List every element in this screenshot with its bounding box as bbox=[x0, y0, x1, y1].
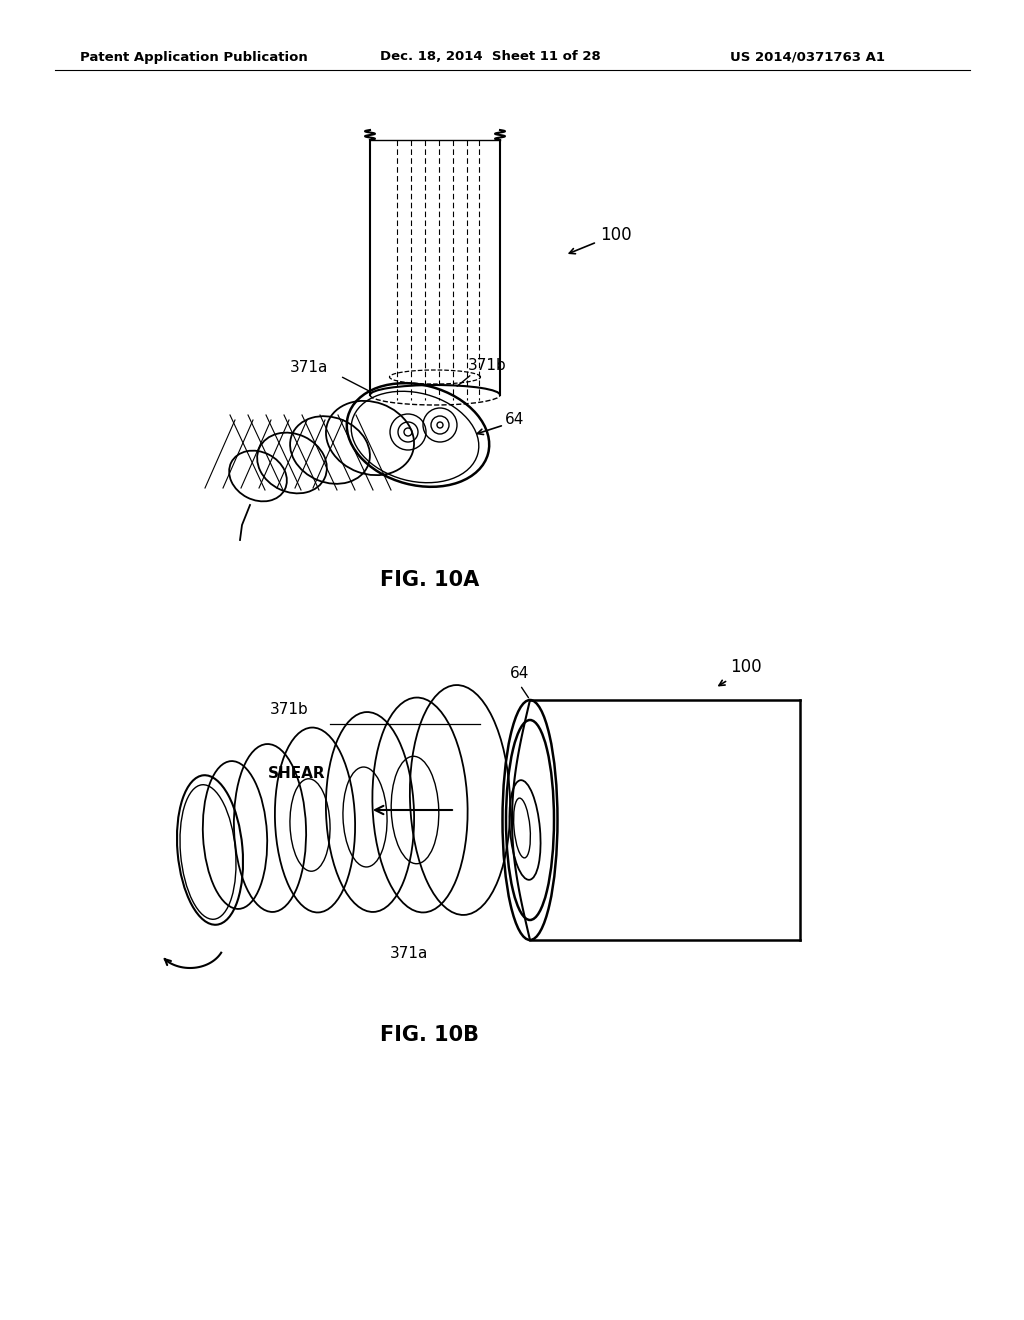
Text: 371b: 371b bbox=[270, 702, 309, 717]
Text: 64: 64 bbox=[505, 412, 524, 428]
Text: US 2014/0371763 A1: US 2014/0371763 A1 bbox=[730, 50, 885, 63]
Text: 371a: 371a bbox=[290, 360, 329, 375]
Text: Patent Application Publication: Patent Application Publication bbox=[80, 50, 308, 63]
Text: FIG. 10A: FIG. 10A bbox=[380, 570, 479, 590]
Text: FIG. 10B: FIG. 10B bbox=[381, 1026, 479, 1045]
Text: 64: 64 bbox=[510, 667, 529, 681]
Text: 100: 100 bbox=[600, 226, 632, 244]
Text: Dec. 18, 2014  Sheet 11 of 28: Dec. 18, 2014 Sheet 11 of 28 bbox=[380, 50, 601, 63]
Text: 371a: 371a bbox=[390, 946, 428, 961]
Text: 371b: 371b bbox=[468, 358, 507, 372]
Text: 100: 100 bbox=[730, 657, 762, 676]
Text: SHEAR: SHEAR bbox=[268, 766, 326, 781]
